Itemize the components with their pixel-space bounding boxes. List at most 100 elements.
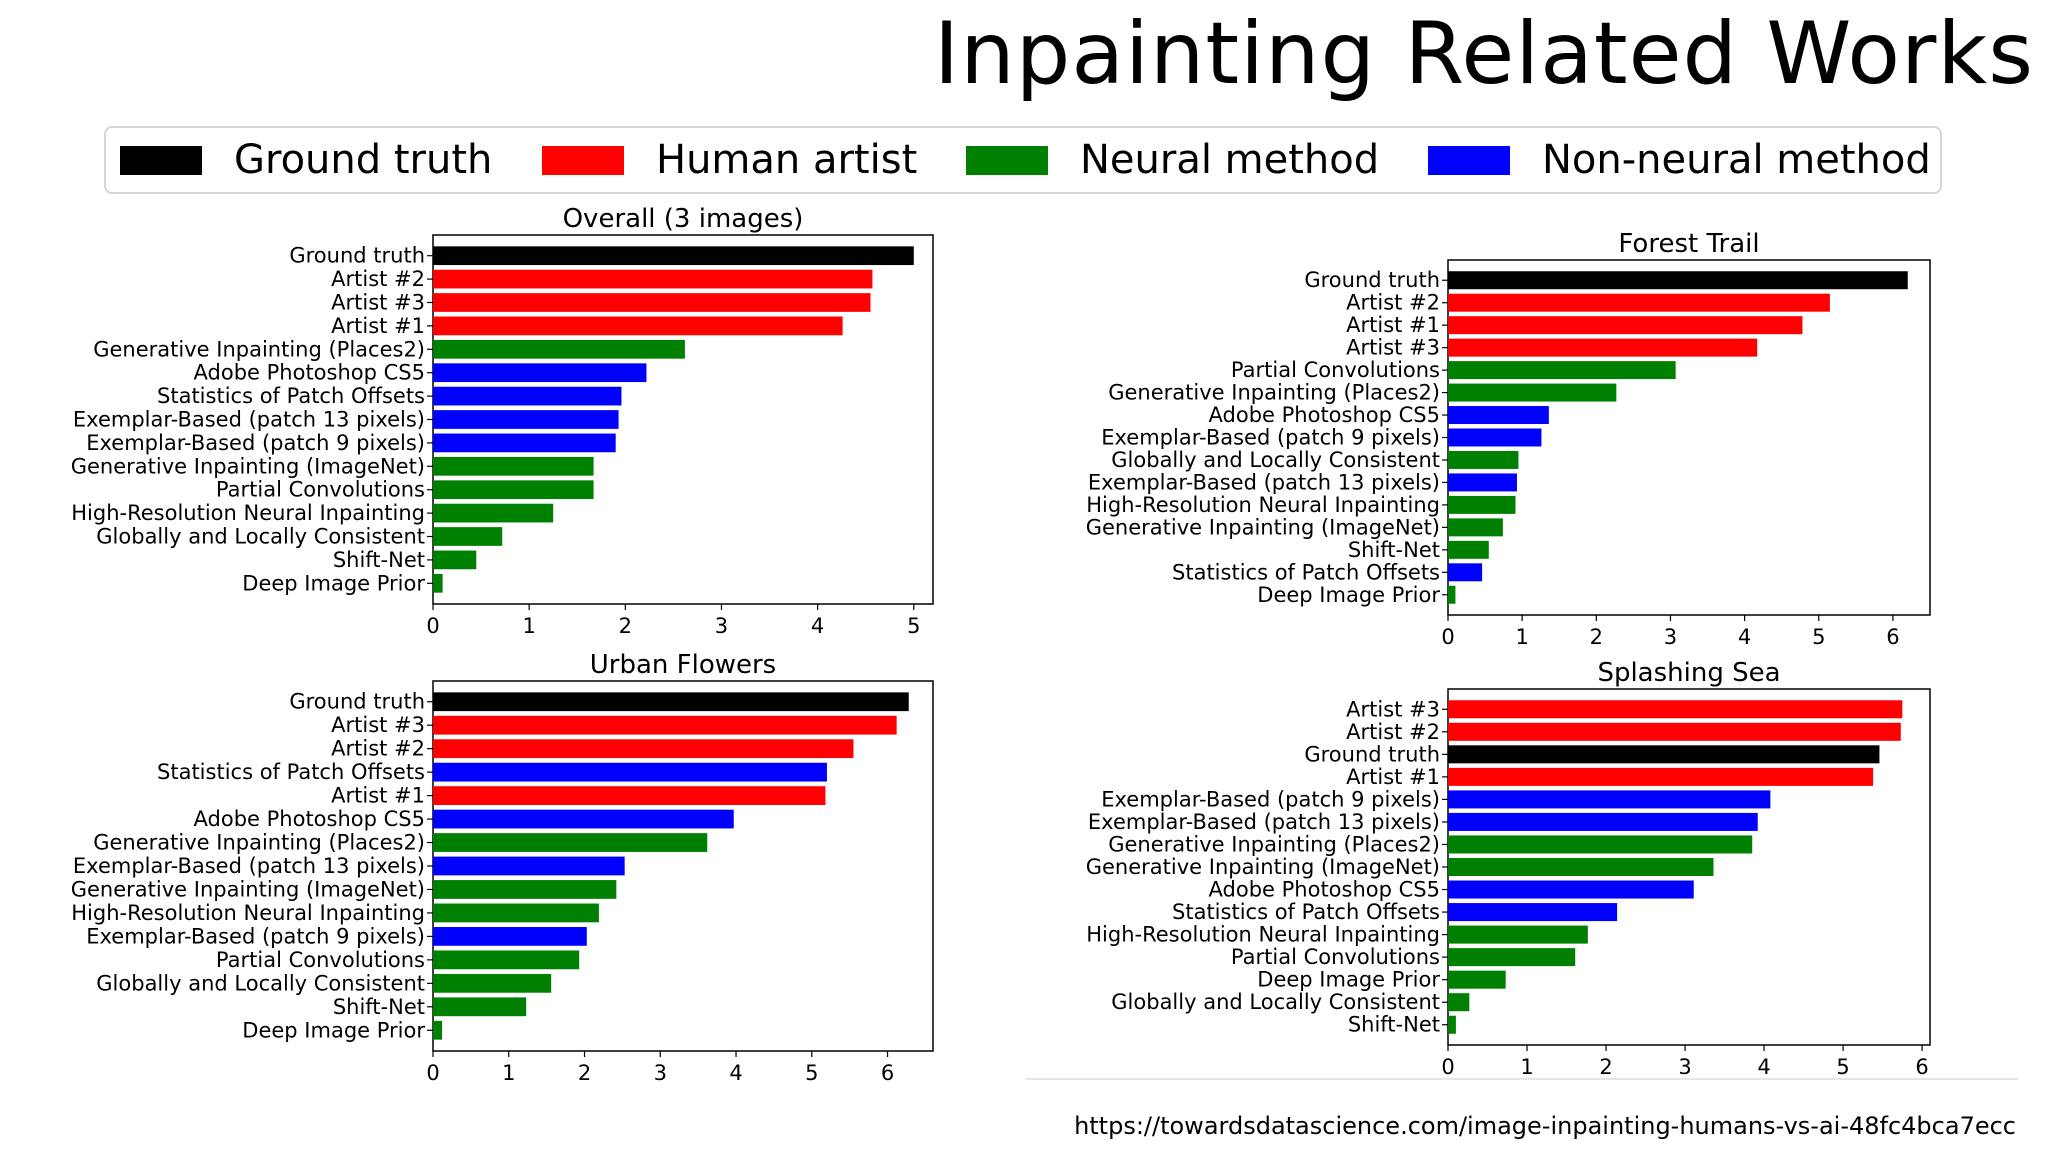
x-tick-label: 0 (426, 614, 439, 638)
category-label: High-Resolution Neural Inpainting (71, 501, 425, 525)
x-tick-label: 3 (1678, 1055, 1691, 1079)
category-label: Statistics of Patch Offsets (157, 760, 425, 784)
category-label: Artist #2 (1346, 720, 1440, 744)
bar-artist-1 (433, 316, 843, 336)
chart-title: Forest Trail (1618, 229, 1759, 259)
x-tick-label: 5 (1836, 1055, 1849, 1079)
bar-ground-truth (433, 246, 914, 266)
category-label: Artist #2 (331, 737, 425, 761)
bar-deep-image-prior (1448, 970, 1506, 989)
bar-high-resolution-neural-inpainting (433, 903, 599, 923)
x-tick-label: 4 (1738, 625, 1751, 649)
category-label: Exemplar-Based (patch 9 pixels) (1101, 787, 1440, 811)
bar-artist-1 (433, 786, 826, 805)
category-label: Generative Inpainting (Places2) (93, 337, 425, 361)
source-url: https://towardsdatascience.com/image-inp… (1074, 1112, 2016, 1140)
x-tick-label: 6 (1915, 1055, 1928, 1079)
bar-exemplar-based-patch-9-pixels (1448, 790, 1771, 809)
bar-shift-net (433, 997, 527, 1017)
category-label: Artist #1 (1346, 313, 1440, 337)
category-label: High-Resolution Neural Inpainting (71, 901, 425, 925)
bar-ground-truth (1448, 271, 1908, 290)
category-label: High-Resolution Neural Inpainting (1086, 493, 1440, 517)
bar-adobe-photoshop-cs5 (433, 363, 647, 383)
category-label: Generative Inpainting (Places2) (1108, 832, 1440, 856)
bar-shift-net (1448, 540, 1489, 559)
category-label: Artist #3 (331, 291, 425, 315)
chart-title: Urban Flowers (590, 650, 776, 680)
bar-partial-convolutions (433, 950, 580, 970)
x-tick-label: 2 (619, 614, 632, 638)
bar-globally-and-locally-consistent (433, 527, 503, 546)
category-label: Partial Convolutions (216, 478, 425, 502)
category-label: Exemplar-Based (patch 9 pixels) (1101, 426, 1440, 450)
category-label: Shift-Net (1348, 538, 1440, 562)
bar-high-resolution-neural-inpainting (433, 503, 554, 523)
category-label: Artist #1 (1346, 765, 1440, 789)
bar-artist-1 (1448, 767, 1874, 786)
x-tick-label: 3 (654, 1061, 667, 1085)
bar-generative-inpainting-places2 (433, 833, 708, 852)
category-label: Adobe Photoshop CS5 (194, 807, 425, 831)
category-label: Shift-Net (333, 995, 425, 1019)
legend-swatch (542, 145, 624, 175)
x-tick-label: 0 (1441, 625, 1454, 649)
x-tick-label: 0 (1441, 1055, 1454, 1079)
bar-exemplar-based-patch-13-pixels (1448, 812, 1758, 831)
category-label: Statistics of Patch Offsets (157, 384, 425, 408)
bar-adobe-photoshop-cs5 (1448, 406, 1549, 425)
legend-item-neural-method: Neural method (966, 128, 1379, 192)
bar-statistics-of-patch-offsets (1448, 563, 1483, 582)
bar-partial-convolutions (1448, 361, 1676, 380)
category-label: Adobe Photoshop CS5 (194, 361, 425, 385)
category-label: Partial Convolutions (216, 948, 425, 972)
x-tick-label: 1 (1515, 625, 1528, 649)
bar-adobe-photoshop-cs5 (1448, 880, 1694, 899)
legend-label: Neural method (1080, 137, 1380, 183)
bar-partial-convolutions (433, 480, 594, 500)
bar-exemplar-based-patch-9-pixels (1448, 428, 1542, 447)
bar-globally-and-locally-consistent (1448, 993, 1470, 1012)
bar-artist-2 (1448, 293, 1830, 312)
x-tick-label: 4 (811, 614, 824, 638)
legend-label: Human artist (656, 137, 918, 183)
category-label: Ground truth (1304, 268, 1440, 292)
category-label: Artist #2 (1346, 291, 1440, 315)
category-label: Adobe Photoshop CS5 (1209, 878, 1440, 902)
category-label: Exemplar-Based (patch 9 pixels) (86, 431, 425, 455)
category-label: Deep Image Prior (1257, 968, 1440, 992)
bar-artist-3 (1448, 338, 1758, 357)
category-label: Shift-Net (333, 548, 425, 572)
category-label: Generative Inpainting (ImageNet) (71, 454, 425, 478)
bar-generative-inpainting-places2 (1448, 835, 1753, 854)
category-label: Generative Inpainting (ImageNet) (1086, 855, 1440, 879)
category-label: Partial Convolutions (1231, 358, 1440, 382)
slide-title: Inpainting Related Works (933, 4, 2034, 104)
category-label: Artist #1 (331, 784, 425, 808)
x-tick-label: 6 (1886, 625, 1899, 649)
x-tick-label: 1 (502, 1061, 515, 1085)
bar-statistics-of-patch-offsets (433, 762, 827, 782)
divider (1026, 1078, 2018, 1080)
x-tick-label: 5 (805, 1061, 818, 1085)
bar-generative-inpainting-places2 (1448, 383, 1617, 402)
chart-title: Splashing Sea (1597, 658, 1780, 688)
bar-ground-truth (433, 692, 909, 712)
bar-ground-truth (1448, 745, 1880, 764)
category-label: Statistics of Patch Offsets (1172, 560, 1440, 584)
legend-item-ground-truth: Ground truth (120, 128, 492, 192)
category-label: Globally and Locally Consistent (1111, 448, 1440, 472)
x-tick-label: 3 (715, 614, 728, 638)
bar-high-resolution-neural-inpainting (1448, 495, 1516, 514)
bar-partial-convolutions (1448, 948, 1576, 967)
chart-title: Overall (3 images) (563, 204, 804, 234)
legend-item-non-neural-method: Non-neural method (1428, 128, 1931, 192)
bar-exemplar-based-patch-13-pixels (433, 856, 625, 876)
x-tick-label: 2 (1599, 1055, 1612, 1079)
bar-artist-3 (433, 293, 871, 312)
legend-label: Non-neural method (1542, 137, 1931, 183)
bar-exemplar-based-patch-9-pixels (433, 927, 587, 946)
category-label: Shift-Net (1348, 1013, 1440, 1037)
bar-artist-1 (1448, 316, 1803, 335)
bar-generative-inpainting-imagenet (1448, 857, 1714, 877)
